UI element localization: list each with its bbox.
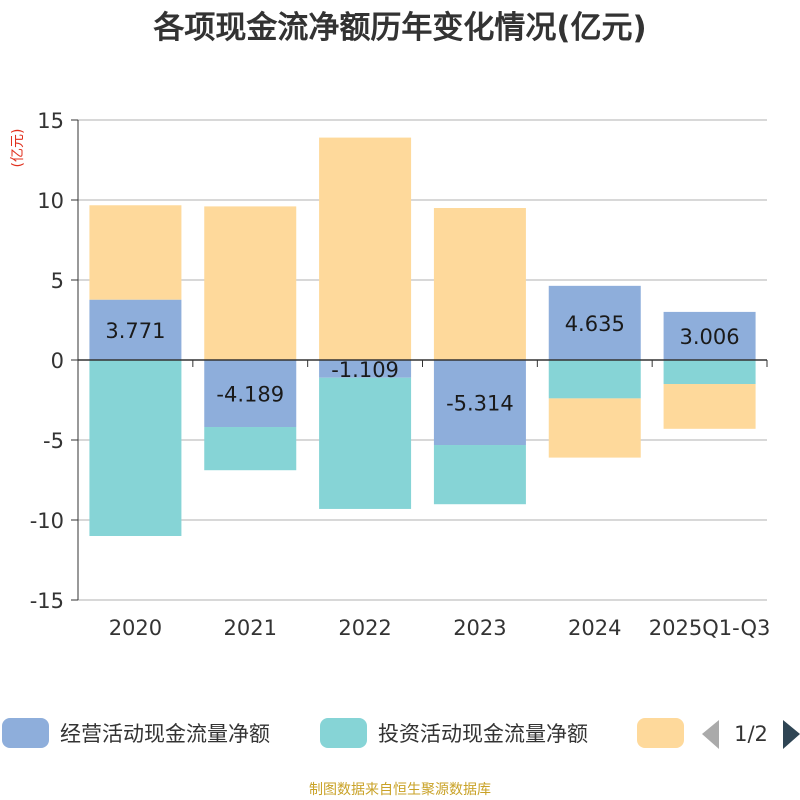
bar-value-label-2025Q1-Q3: 3.006 [680, 325, 740, 349]
grid-lines [78, 119, 767, 601]
bar-value-label-2024: 4.635 [565, 312, 625, 336]
bar-s1-2020[interactable] [89, 360, 182, 536]
bar-s1-2023[interactable] [433, 445, 526, 505]
bar-s2-2024[interactable] [548, 398, 641, 458]
legend-label-operating[interactable]: 经营活动现金流量净额 [60, 722, 270, 746]
bar-s0-2020[interactable] [89, 299, 182, 360]
data-source: 制图数据来自恒生聚源数据库 [309, 782, 491, 798]
y-tick-label-4: -5 [43, 429, 64, 453]
legend-page-indicator: 1/2 [734, 722, 768, 746]
x-tick-label-5: 2025Q1-Q3 [649, 616, 771, 640]
bar-value-label-2023: -5.314 [446, 392, 514, 416]
bar-labels: 3.771 -4.189 -1.109 -5.314 4.635 3.006 [105, 312, 739, 416]
bar-s2-2022[interactable] [319, 137, 412, 360]
bar-value-label-2021: -4.189 [216, 383, 284, 407]
bar-s0-2021[interactable] [204, 360, 297, 428]
bars [89, 137, 756, 536]
axes: 15 10 5 0 -5 -10 -15 2020 2021 2022 2023 2024 2025Q1… [30, 109, 771, 640]
y-axis-unit-label: (亿元) [10, 129, 26, 168]
y-tick-label-5: -10 [30, 509, 64, 533]
legend-swatch-operating[interactable] [2, 718, 49, 748]
y-tick-label-1: 10 [37, 189, 64, 213]
legend-label-investing[interactable]: 投资活动现金流量净额 [378, 722, 588, 746]
legend-swatch-financing[interactable] [637, 718, 684, 748]
bar-s1-2024[interactable] [548, 360, 641, 399]
bar-s1-2025Q1-Q3[interactable] [663, 360, 756, 384]
bar-s0-2024[interactable] [548, 285, 641, 360]
bar-value-label-2020: 3.771 [105, 319, 165, 343]
y-tick-label-0: 15 [37, 109, 64, 133]
legend-prev-page-icon[interactable] [702, 720, 719, 749]
y-tick-label-3: 0 [51, 349, 64, 373]
x-tick-label-3: 2023 [453, 616, 506, 640]
legend: 经营活动现金流量净额 投资活动现金流量净额 1/2 [2, 718, 800, 749]
legend-swatch-investing[interactable] [320, 718, 367, 748]
bar-s2-2020[interactable] [89, 205, 182, 300]
bar-s2-2025Q1-Q3[interactable] [663, 384, 756, 429]
legend-next-page-icon[interactable] [783, 720, 800, 749]
bar-s1-2021[interactable] [204, 427, 297, 471]
bar-s2-2021[interactable] [204, 206, 297, 360]
bar-s0-2023[interactable] [433, 360, 526, 446]
y-tick-label-6: -15 [30, 589, 64, 613]
y-tick-label-2: 5 [51, 269, 64, 293]
x-tick-label-4: 2024 [568, 616, 621, 640]
bar-s2-2023[interactable] [433, 208, 526, 360]
bar-s0-2025Q1-Q3[interactable] [663, 311, 756, 360]
x-tick-label-0: 2020 [109, 616, 162, 640]
bar-s0-2022[interactable] [319, 360, 412, 378]
x-tick-label-2: 2022 [338, 616, 391, 640]
x-tick-label-1: 2021 [224, 616, 277, 640]
bar-value-label-2022: -1.109 [331, 358, 399, 382]
bar-s1-2022[interactable] [319, 377, 412, 509]
chart-title: 各项现金流净额历年变化情况(亿元) [152, 10, 646, 46]
